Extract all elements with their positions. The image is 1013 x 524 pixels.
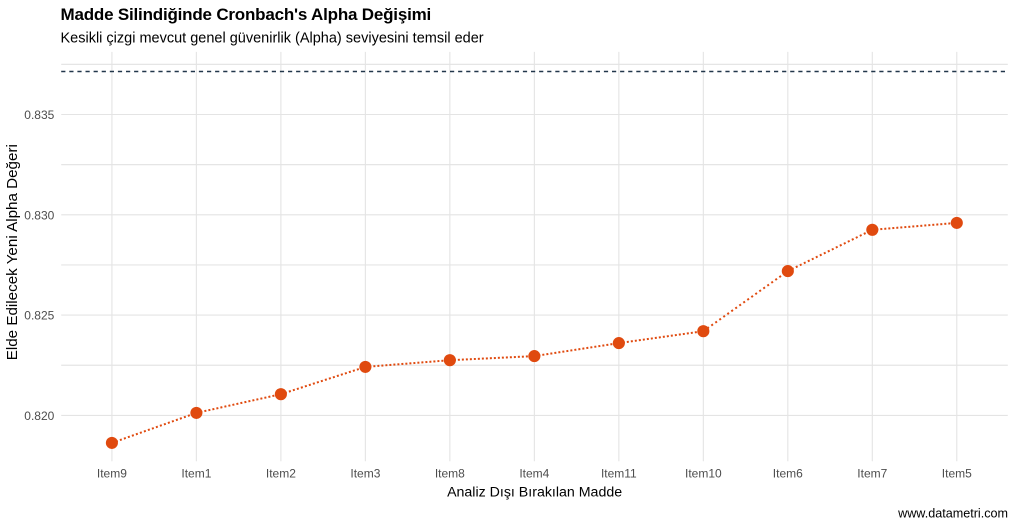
svg-text:Item8: Item8 xyxy=(435,466,465,480)
svg-text:Kesikli çizgi mevcut genel güv: Kesikli çizgi mevcut genel güvenirlik (A… xyxy=(61,31,484,47)
svg-text:Item5: Item5 xyxy=(942,466,972,480)
svg-text:Elde Edilecek Yeni Alpha Değer: Elde Edilecek Yeni Alpha Değeri xyxy=(4,144,21,360)
svg-text:Item4: Item4 xyxy=(519,466,549,480)
svg-text:0.820: 0.820 xyxy=(24,409,54,423)
svg-text:Item6: Item6 xyxy=(773,466,803,480)
svg-text:Madde Silindiğinde Cronbach's: Madde Silindiğinde Cronbach's Alpha Deği… xyxy=(61,5,432,24)
svg-text:Item1: Item1 xyxy=(181,466,211,480)
svg-text:Item9: Item9 xyxy=(97,466,127,480)
svg-text:Item7: Item7 xyxy=(857,466,887,480)
svg-text:Item11: Item11 xyxy=(601,466,637,480)
svg-text:0.830: 0.830 xyxy=(24,208,54,222)
svg-text:Item3: Item3 xyxy=(350,466,380,480)
svg-text:0.835: 0.835 xyxy=(24,108,54,122)
svg-text:www.datametri.com: www.datametri.com xyxy=(897,507,1008,521)
svg-text:0.825: 0.825 xyxy=(24,309,54,323)
svg-text:Item2: Item2 xyxy=(266,466,296,480)
svg-text:Analiz Dışı Bırakılan Madde: Analiz Dışı Bırakılan Madde xyxy=(447,484,622,500)
svg-text:Item10: Item10 xyxy=(685,466,722,480)
